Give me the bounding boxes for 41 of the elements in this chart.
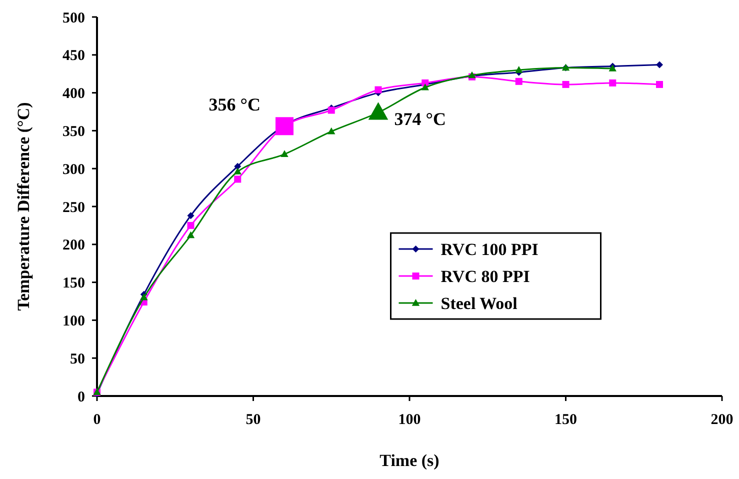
point [562,80,570,88]
legend-label: RVC 80 PPI [440,266,530,286]
point [328,127,336,134]
point [421,83,429,90]
x-axis-title: Time (s) [380,451,440,470]
y-tick-label: 0 [78,389,85,406]
y-tick-label: 500 [62,10,85,26]
x-tick-label: 200 [710,412,734,428]
point [280,150,288,157]
point [187,212,194,220]
y-tick-label: 250 [62,200,85,216]
legend-label: Steel Wool [440,294,518,313]
point [234,162,242,170]
x-tick-label: 0 [93,412,101,428]
point [140,293,148,300]
legend-label: RVC 100 PPI [440,240,539,259]
y-tick-label: 400 [62,86,85,102]
y-tick-label: 50 [70,351,85,368]
x-tick-label: 100 [398,412,421,428]
y-tick-label: 300 [62,162,85,178]
x-tick-label: 150 [554,412,577,428]
point [609,79,616,86]
point [656,80,663,88]
point [515,66,523,73]
point [234,176,242,183]
y-tick-label: 100 [62,313,85,330]
point [656,61,663,68]
annotation: 374 °C [394,108,446,129]
annotation: 356 °C [208,94,260,114]
point [186,231,195,238]
y-axis-title: Temperature Difference (°C) [14,102,33,311]
y-tick-label: 150 [62,276,85,292]
x-tick-label: 50 [246,412,261,428]
y-tick-label: 350 [62,124,85,140]
point [234,168,242,174]
y-tick-label: 450 [62,48,85,64]
point [328,106,335,114]
point [187,222,194,229]
point [515,78,522,85]
y-tick-label: 200 [62,238,85,254]
point [374,86,382,94]
